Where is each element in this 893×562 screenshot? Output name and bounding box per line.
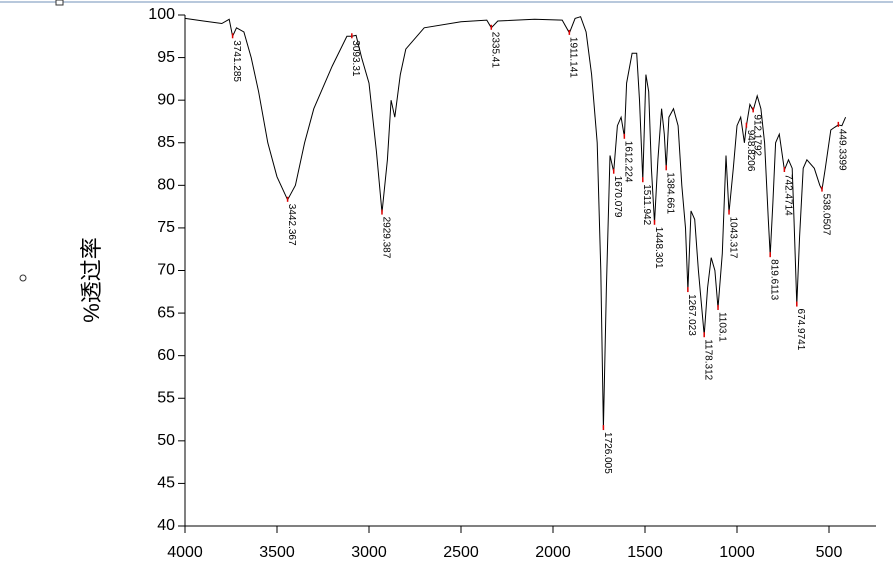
peak-label: 1267.023 [686,294,697,336]
y-tick-label: 65 [157,304,175,321]
y-tick-label: 95 [157,49,175,66]
peak-label: 1448.301 [653,227,664,269]
x-tick-label: 1500 [627,544,663,561]
y-axis-label: %透过率 [79,237,104,323]
y-tick-label: 75 [157,219,175,236]
peak-label: 2335.41 [490,32,501,69]
peak-label: 1043.317 [727,217,738,259]
peak-label: 1178.312 [703,339,714,380]
y-tick-label: 80 [157,177,175,194]
peak-label: 1670.079 [612,176,623,218]
y-tick-label: 85 [157,134,175,151]
peak-label: 1612.224 [623,141,634,183]
x-tick-label: 3500 [259,544,295,561]
y-tick-label: 55 [157,389,175,406]
peak-label: 3741.285 [231,40,242,82]
peak-label: 742.4714 [783,174,794,216]
peak-label: 819.6113 [769,259,780,300]
x-tick-label: 1000 [719,544,755,561]
y-tick-label: 90 [157,91,175,108]
x-tick-label: 2500 [443,544,479,561]
peak-label: 1511.942 [641,184,652,225]
peak-label: 948.8206 [745,130,756,172]
peak-label: 449.3399 [837,129,848,171]
y-tick-label: 45 [157,475,175,492]
y-tick-label: 50 [157,432,175,449]
y-tick-label: 60 [157,347,175,364]
peak-label: 912.1792 [752,114,763,156]
x-tick-label: 2000 [535,544,571,561]
x-tick-label: 4000 [167,544,203,561]
y-tick-label: 40 [157,517,175,534]
x-tick-label: 3000 [351,544,387,561]
peak-label: 3093.31 [350,40,361,77]
y-tick-label: 70 [157,262,175,279]
peak-label: 1726.005 [602,432,613,474]
spectrum-line [184,16,847,429]
peak-label: 1911.141 [568,37,579,78]
peak-label: 2929.387 [380,217,391,259]
handle [55,0,64,6]
peak-label: 3442.367 [286,204,297,246]
peak-label: 538.0507 [820,194,831,236]
peak-label: 674.9741 [795,309,806,351]
marker [19,274,27,282]
x-tick-label: 500 [816,544,843,561]
peak-label: 1384.661 [665,172,676,214]
y-tick-label: 100 [148,6,175,23]
peak-label: 1103.1 [716,312,727,342]
